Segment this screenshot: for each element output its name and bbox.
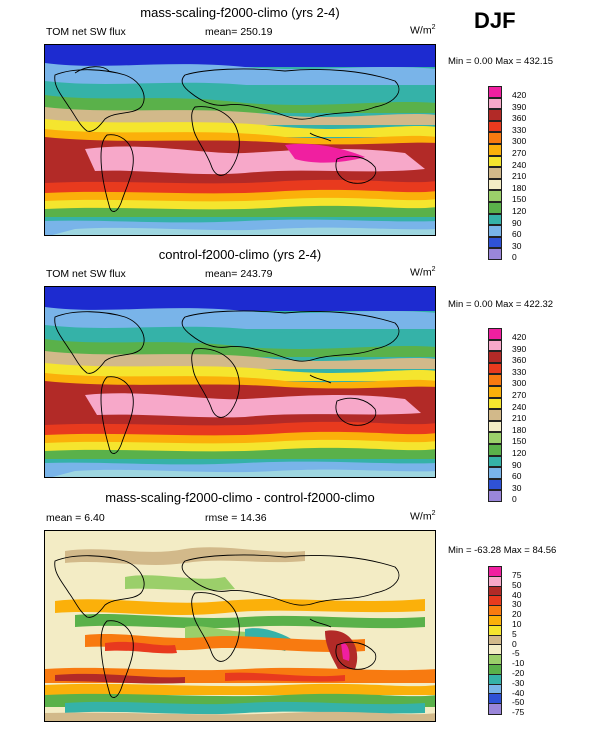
panel-3-mean-label: mean = 6.40 xyxy=(46,512,105,524)
panel-1-colorbar-swatch xyxy=(488,213,502,226)
panel-3-colorbar-label: -20 xyxy=(512,668,525,678)
panel-2-colorbar-label: 180 xyxy=(512,424,527,435)
panel-1-minmax: Min = 0.00 Max = 432.15 xyxy=(448,56,554,67)
panel-1-colorbar-swatch xyxy=(488,190,502,202)
panel-1-colorbar-label: 300 xyxy=(512,136,527,147)
panel-1-colorbar-swatch xyxy=(488,225,502,237)
panel-1-colorbar-label: 60 xyxy=(512,229,522,240)
panel-3-colorbar-swatch xyxy=(488,703,502,715)
panel-2-colorbar-label: 390 xyxy=(512,343,527,354)
panel-1-colorbar-swatch xyxy=(488,97,502,110)
panel-1-colorbar-swatch xyxy=(488,167,502,179)
panel-1-colorbar-swatch xyxy=(488,202,502,214)
panel-3-colorbar-label: 50 xyxy=(512,579,522,590)
panel-2-mean-label: mean= 243.79 xyxy=(205,268,273,280)
panel-1-colorbar-swatch xyxy=(488,120,502,133)
panel-2-units: W/m2 xyxy=(410,266,436,279)
panel-2-title: control-f2000-climo (yrs 2-4) xyxy=(158,247,322,262)
panel-2-map xyxy=(44,286,436,478)
panel-3-colorbar-label: -30 xyxy=(512,677,525,688)
panel-2-colorbar-swatch xyxy=(488,420,502,433)
panel-3-colorbar-label: -40 xyxy=(512,687,525,698)
panel-3-colorbar-label: -50 xyxy=(512,697,525,708)
panel-2-colorbar-swatch xyxy=(488,328,502,340)
panel-3-colorbar-label: 75 xyxy=(512,570,522,580)
panel-3-colorbar-label: 30 xyxy=(512,599,522,610)
panel-1-colorbar-swatch xyxy=(488,248,502,260)
panel-3-colorbar-label: -75 xyxy=(512,707,525,718)
panel-2-colorbar-label: 300 xyxy=(512,378,527,389)
panel-1-colorbar-label: 150 xyxy=(512,194,527,205)
panel-1-colorbar-label: 270 xyxy=(512,148,527,158)
panel-1-map xyxy=(44,44,436,236)
panel-1-colorbar-label: 30 xyxy=(512,240,522,251)
panel-3-title: mass-scaling-f2000-climo - control-f2000… xyxy=(105,490,375,505)
panel-1-colorbar-label: 120 xyxy=(512,206,527,216)
panel-2-colorbar-label: 240 xyxy=(512,401,527,412)
panel-2-colorbar-swatch xyxy=(488,478,502,491)
panel-2-minmax: Min = 0.00 Max = 422.32 xyxy=(448,299,554,310)
panel-3-units: W/m2 xyxy=(410,510,436,523)
panel-1-colorbar-swatch xyxy=(488,144,502,156)
panel-2-colorbar-swatch xyxy=(488,362,502,375)
panel-2-colorbar-label: 270 xyxy=(512,390,527,400)
panel-2-colorbar-label: 120 xyxy=(512,448,527,458)
panel-3-map xyxy=(44,530,436,722)
panel-1-title: mass-scaling-f2000-climo (yrs 2-4) xyxy=(140,5,340,20)
panel-2-colorbar-swatch xyxy=(488,490,502,502)
panel-2-colorbar-swatch xyxy=(488,409,502,421)
panel-3-colorbar-label: 5 xyxy=(512,628,517,639)
panel-1-colorbar-label: 360 xyxy=(512,113,527,124)
panel-1-colorbar-swatch xyxy=(488,155,502,168)
panel-2-colorbar-label: 330 xyxy=(512,366,527,377)
panel-2-colorbar-label: 420 xyxy=(512,332,527,342)
panel-2-colorbar-swatch xyxy=(488,386,502,398)
panel-3-colorbar-label: 20 xyxy=(512,609,522,620)
panel-2-variable-label: TOM net SW flux xyxy=(46,268,126,280)
panel-1-colorbar-swatch xyxy=(488,178,502,191)
panel-1-colorbar-label: 240 xyxy=(512,159,527,170)
panel-3-rmse-label: rmse = 14.36 xyxy=(205,512,267,524)
panel-2-colorbar-swatch xyxy=(488,467,502,479)
panel-1-colorbar-label: 390 xyxy=(512,101,527,112)
panel-1-mean-label: mean= 250.19 xyxy=(205,26,273,38)
panel-3-colorbar-label: 40 xyxy=(512,589,522,600)
panel-3-minmax: Min = -63.28 Max = 84.56 xyxy=(448,545,557,556)
panel-1-colorbar-label: 330 xyxy=(512,124,527,135)
panel-2-colorbar-label: 60 xyxy=(512,471,522,482)
panel-1-colorbar-label: 0 xyxy=(512,252,517,263)
panel-2-colorbar-label: 360 xyxy=(512,355,527,366)
panel-2-colorbar-label: 210 xyxy=(512,413,527,424)
panel-2-colorbar-label: 90 xyxy=(512,459,522,470)
panel-1-colorbar-label: 180 xyxy=(512,182,527,193)
panel-2-colorbar-swatch xyxy=(488,374,502,386)
panel-2-colorbar-swatch xyxy=(488,455,502,468)
panel-1-units: W/m2 xyxy=(410,24,436,37)
panel-2-colorbar-label: 150 xyxy=(512,436,527,447)
panel-3-colorbar-label: 10 xyxy=(512,619,522,629)
panel-2-colorbar-swatch xyxy=(488,339,502,352)
panel-1-colorbar-label: 420 xyxy=(512,90,527,100)
panel-2-colorbar-label: 30 xyxy=(512,482,522,493)
panel-2-colorbar-swatch xyxy=(488,397,502,410)
panel-1-colorbar-swatch xyxy=(488,132,502,144)
season-label: DJF xyxy=(474,8,516,33)
panel-1-colorbar-label: 90 xyxy=(512,217,522,228)
panel-2-colorbar-swatch xyxy=(488,444,502,456)
panel-2-colorbar-swatch xyxy=(488,432,502,444)
panel-3-colorbar-label: -10 xyxy=(512,658,525,669)
panel-1-colorbar-label: 210 xyxy=(512,171,527,182)
panel-2-colorbar-label: 0 xyxy=(512,494,517,505)
panel-1-colorbar-swatch xyxy=(488,236,502,249)
panel-3-colorbar-label: 0 xyxy=(512,638,517,649)
panel-1-colorbar-swatch xyxy=(488,109,502,121)
panel-2-colorbar-swatch xyxy=(488,351,502,363)
panel-1-variable-label: TOM net SW flux xyxy=(46,26,126,38)
panel-1-colorbar-swatch xyxy=(488,86,502,98)
panel-3-colorbar-label: -5 xyxy=(512,648,520,659)
